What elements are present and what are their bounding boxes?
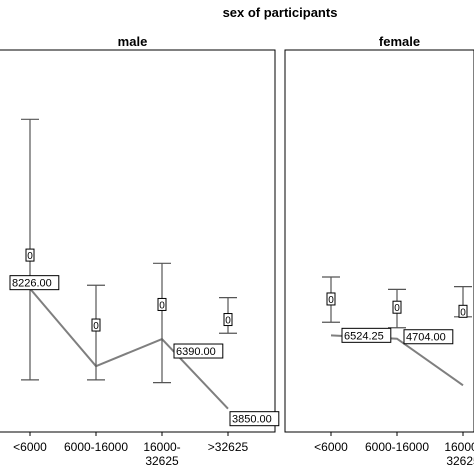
data-label-box (341, 327, 392, 343)
x-tick-label: 32625 (446, 454, 474, 468)
panel-header: female (379, 34, 420, 49)
marker-glyph: 0 (460, 307, 466, 318)
x-tick-label: 6000-16000 (365, 440, 429, 454)
marker-glyph: 0 (27, 251, 33, 262)
data-label: 6524.25 (344, 330, 384, 342)
chart-title: sex of participants (223, 5, 338, 20)
marker-box (223, 313, 233, 327)
x-tick-label: 32625 (145, 454, 179, 468)
data-label-box (173, 343, 224, 359)
data-label: 4704.00 (406, 332, 446, 344)
marker-box (91, 318, 101, 332)
panel-female: female 0 <6000 0 6000-16000 0 16000-32625 6524.… (284, 34, 474, 468)
data-label-box (9, 275, 60, 291)
x-tick-label: <6000 (314, 440, 348, 454)
x-tick-label: >32625 (208, 440, 249, 454)
marker-glyph: 0 (159, 300, 165, 311)
marker-glyph: 0 (394, 303, 400, 314)
panels: male0<600006000-16000016000-326250>32625… (0, 34, 474, 468)
x-tick-label: 16000- (444, 440, 474, 454)
panel-male: male 0 <6000 0 6000-16000 0 16000-32625 0 >32625… (0, 34, 280, 468)
marker-box (458, 304, 468, 318)
marker-box (25, 248, 35, 262)
marker-glyph: 0 (225, 316, 231, 327)
mean-line (29, 288, 229, 410)
marker-glyph: 0 (328, 295, 334, 306)
panel-header: male (118, 34, 148, 49)
marker-box (392, 300, 402, 314)
panel-frame (284, 49, 474, 433)
data-label-box (403, 329, 454, 345)
x-tick-label: 16000- (143, 440, 180, 454)
x-tick-label: 6000-16000 (64, 440, 128, 454)
marker-box (157, 297, 167, 311)
data-label: 3850.00 (232, 414, 272, 426)
data-label-box (229, 411, 280, 427)
data-label: 6390.00 (176, 346, 216, 358)
x-tick-label: <6000 (13, 440, 47, 454)
panel-frame (0, 49, 276, 433)
marker-glyph: 0 (93, 321, 99, 332)
data-label: 8226.00 (12, 278, 52, 290)
marker-box (326, 292, 336, 306)
